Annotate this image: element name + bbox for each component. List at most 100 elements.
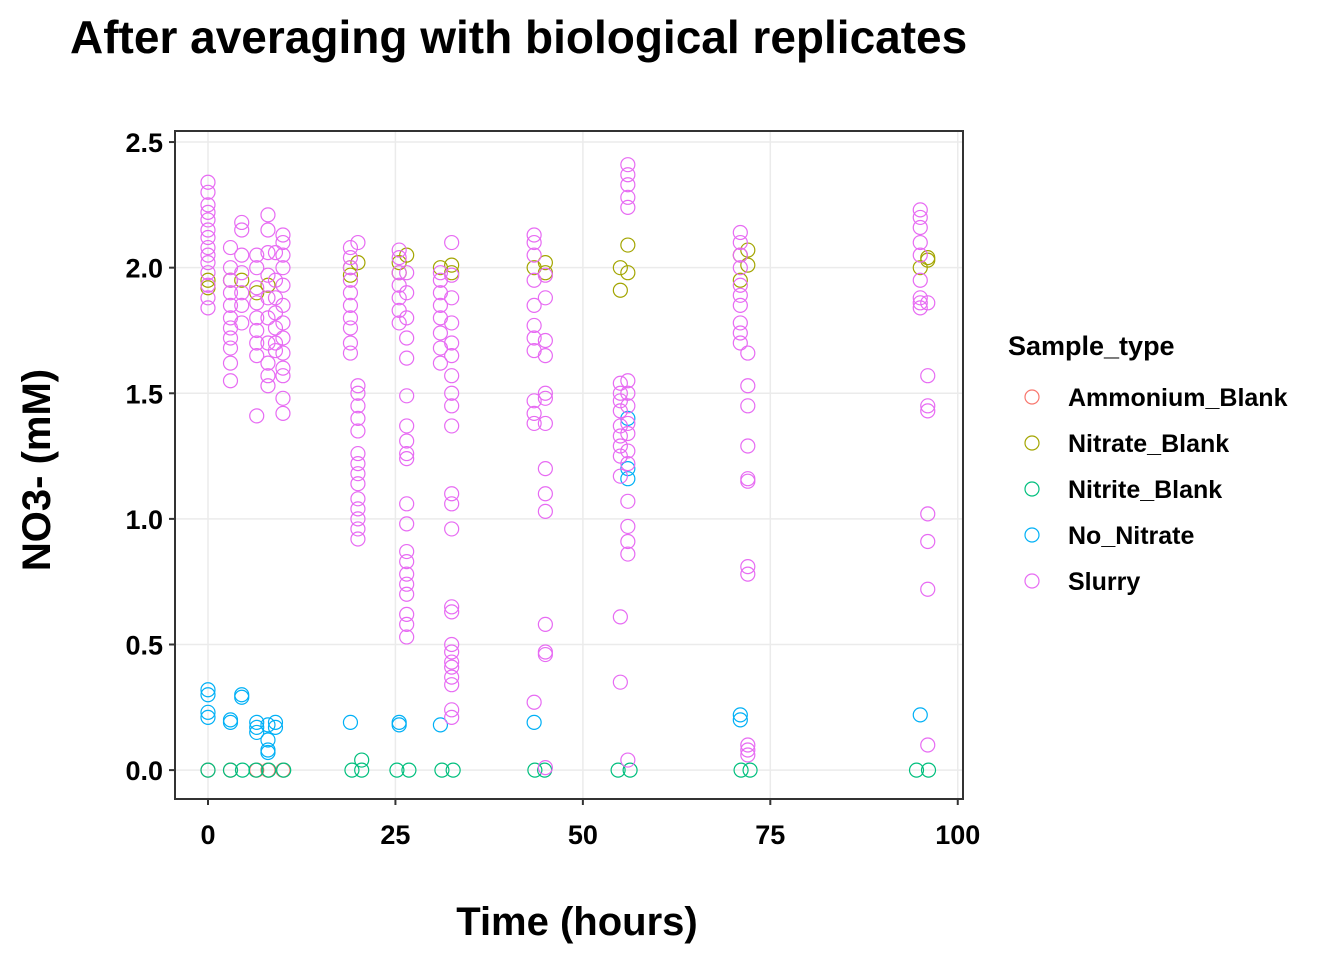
panel-border: [174, 130, 964, 800]
point: [350, 521, 366, 537]
point: [267, 244, 284, 261]
point: [391, 717, 407, 733]
point: [537, 616, 553, 633]
point: [912, 202, 928, 218]
point: [275, 330, 291, 346]
x-tick-label: 50: [568, 820, 598, 850]
point: [920, 762, 937, 778]
point: [275, 315, 291, 331]
point: [342, 320, 359, 336]
point: [350, 531, 366, 547]
point: [732, 315, 748, 331]
point: [620, 546, 636, 562]
point: [275, 260, 291, 276]
point: [920, 533, 936, 550]
point: [399, 553, 415, 570]
point: [342, 260, 359, 276]
point: [260, 207, 276, 223]
legend-marker: [1024, 573, 1040, 589]
point: [200, 265, 216, 281]
point: [249, 260, 265, 276]
legend-label: Nitrate_Blank: [1068, 430, 1229, 458]
point: [620, 199, 636, 215]
point: [222, 285, 239, 301]
point: [732, 247, 748, 263]
point: [526, 272, 542, 288]
point: [399, 629, 415, 645]
point: [200, 277, 216, 293]
point: [612, 385, 628, 401]
point: [733, 762, 749, 778]
point: [740, 438, 756, 454]
point: [444, 267, 460, 283]
point: [740, 559, 756, 575]
point: [732, 712, 748, 728]
point: [267, 320, 284, 336]
point: [444, 418, 460, 434]
point: [444, 315, 460, 331]
point: [732, 224, 748, 241]
point: [222, 330, 239, 346]
point: [200, 682, 216, 698]
point: [432, 717, 449, 733]
point: [537, 385, 553, 401]
point: [342, 335, 359, 351]
point: [740, 742, 756, 758]
point: [260, 267, 276, 283]
point: [620, 157, 636, 173]
point: [526, 317, 542, 334]
point: [200, 204, 216, 220]
point: [444, 368, 460, 384]
point: [399, 450, 415, 467]
point: [260, 244, 276, 261]
point: [350, 456, 366, 472]
point: [401, 762, 417, 778]
point: [732, 325, 748, 341]
legend-marker: [1024, 435, 1040, 451]
point: [912, 300, 928, 316]
point: [399, 388, 415, 404]
point: [350, 255, 366, 271]
point: [342, 345, 359, 361]
point: [260, 717, 276, 733]
point: [444, 636, 460, 653]
point: [399, 418, 415, 434]
point: [620, 237, 636, 253]
point: [526, 342, 542, 359]
point: [732, 335, 748, 351]
point: [267, 335, 284, 351]
point: [444, 677, 460, 693]
point: [432, 325, 449, 341]
point: [342, 285, 359, 301]
point: [444, 486, 460, 502]
point: [620, 189, 636, 205]
point: [732, 277, 748, 293]
point: [200, 174, 216, 190]
y-tick-label: 0.5: [125, 630, 163, 660]
point: [344, 762, 360, 778]
point: [275, 405, 291, 421]
point: [342, 239, 359, 256]
point: [920, 398, 936, 414]
point: [275, 234, 291, 251]
point: [391, 315, 407, 331]
point: [399, 616, 415, 633]
y-tick-label: 0.0: [125, 756, 163, 786]
point: [399, 586, 415, 602]
point: [399, 566, 415, 582]
point: [234, 222, 250, 238]
point: [912, 290, 928, 306]
x-tick-label: 0: [200, 820, 215, 850]
point: [222, 762, 239, 778]
point: [920, 581, 936, 597]
point: [912, 209, 928, 226]
point: [526, 405, 542, 421]
point: [200, 300, 216, 316]
y-axis-label: NO3- (mM): [15, 369, 59, 571]
point: [249, 310, 265, 326]
point: [260, 290, 276, 306]
point: [444, 398, 460, 414]
point: [260, 732, 276, 748]
point: [912, 247, 928, 263]
legend-title: Sample_type: [1008, 331, 1175, 361]
